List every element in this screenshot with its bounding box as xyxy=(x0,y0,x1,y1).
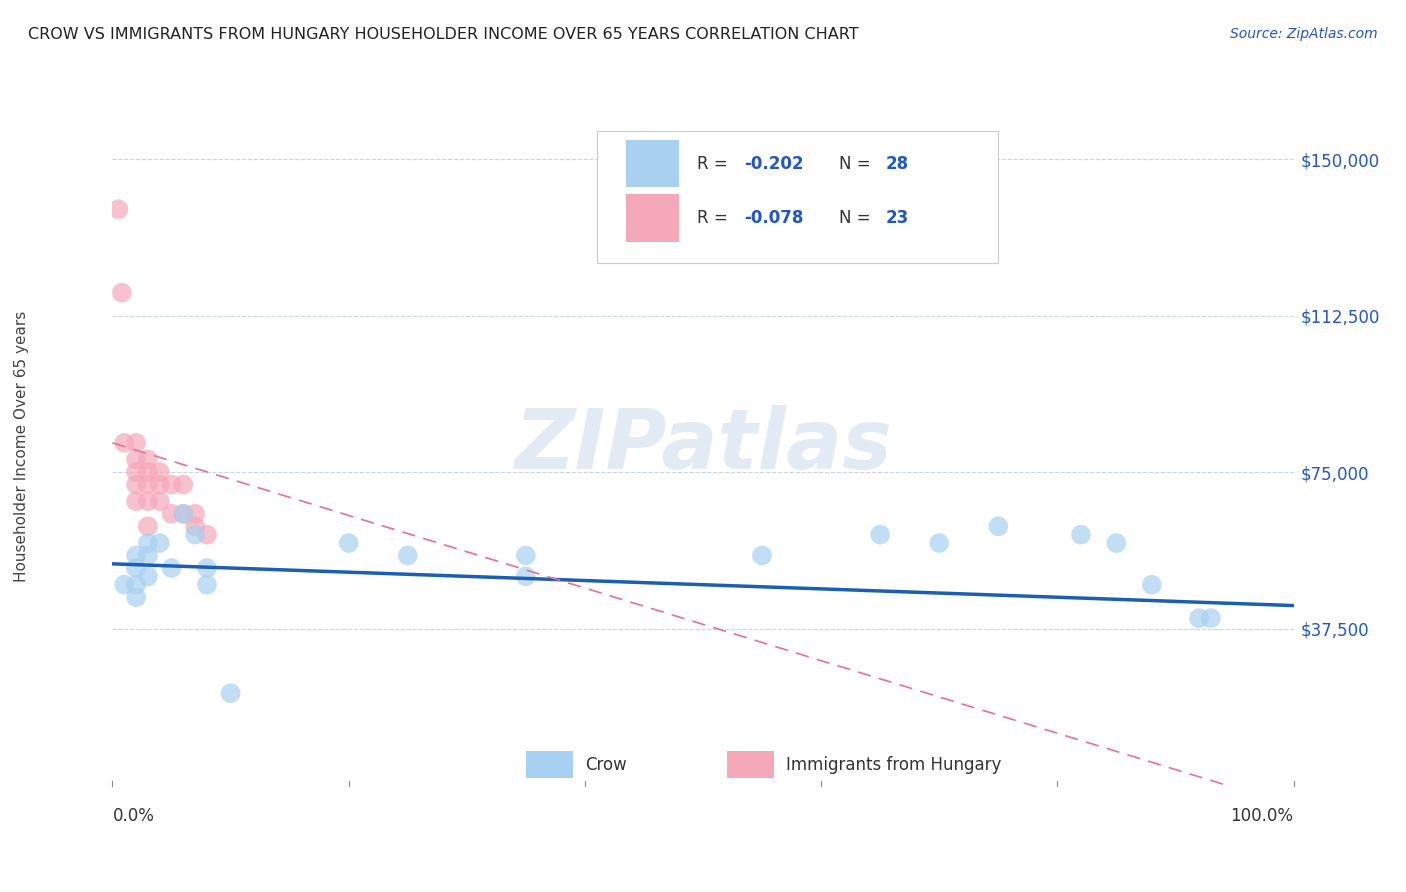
FancyBboxPatch shape xyxy=(596,131,998,263)
Text: 100.0%: 100.0% xyxy=(1230,807,1294,825)
Point xyxy=(112,578,135,592)
Text: Source: ZipAtlas.com: Source: ZipAtlas.com xyxy=(1230,27,1378,41)
Point xyxy=(136,494,159,508)
Point xyxy=(195,561,218,575)
Point xyxy=(1070,527,1092,541)
Point xyxy=(195,527,218,541)
Text: ZIPatlas: ZIPatlas xyxy=(515,406,891,486)
Text: 28: 28 xyxy=(886,154,910,173)
Bar xyxy=(626,140,679,187)
Point xyxy=(172,507,194,521)
Point xyxy=(1199,611,1222,625)
Text: 0.0%: 0.0% xyxy=(112,807,155,825)
Point xyxy=(869,527,891,541)
Text: Householder Income Over 65 years: Householder Income Over 65 years xyxy=(14,310,28,582)
Point xyxy=(111,285,134,300)
Point xyxy=(928,536,950,550)
Point xyxy=(195,578,218,592)
Point xyxy=(125,477,148,491)
Point xyxy=(1140,578,1163,592)
Point xyxy=(125,435,148,450)
Text: N =: N = xyxy=(839,154,876,173)
Point xyxy=(160,561,183,575)
Point xyxy=(125,494,148,508)
Text: N =: N = xyxy=(839,210,876,227)
Text: Crow: Crow xyxy=(585,756,627,773)
Point xyxy=(125,452,148,467)
Point xyxy=(136,549,159,563)
Text: 23: 23 xyxy=(886,210,910,227)
Point xyxy=(136,452,159,467)
Point xyxy=(125,465,148,479)
Point xyxy=(125,591,148,605)
Text: -0.202: -0.202 xyxy=(744,154,804,173)
Point xyxy=(136,536,159,550)
Text: Immigrants from Hungary: Immigrants from Hungary xyxy=(786,756,1001,773)
Point xyxy=(160,507,183,521)
Text: R =: R = xyxy=(697,210,733,227)
Point xyxy=(136,519,159,533)
Point xyxy=(184,527,207,541)
Point xyxy=(112,435,135,450)
Point xyxy=(149,465,172,479)
Point xyxy=(1105,536,1128,550)
Point xyxy=(515,569,537,583)
Point xyxy=(136,465,159,479)
Point xyxy=(515,549,537,563)
Point xyxy=(149,477,172,491)
Text: R =: R = xyxy=(697,154,733,173)
Point xyxy=(107,202,129,217)
Bar xyxy=(727,751,773,778)
Point xyxy=(125,549,148,563)
Point xyxy=(184,507,207,521)
Point xyxy=(125,578,148,592)
Point xyxy=(219,686,242,700)
Point xyxy=(184,519,207,533)
Point xyxy=(172,507,194,521)
Point xyxy=(136,569,159,583)
Bar xyxy=(626,194,679,242)
Bar xyxy=(526,751,574,778)
Point xyxy=(987,519,1010,533)
Point xyxy=(1188,611,1211,625)
Text: CROW VS IMMIGRANTS FROM HUNGARY HOUSEHOLDER INCOME OVER 65 YEARS CORRELATION CHA: CROW VS IMMIGRANTS FROM HUNGARY HOUSEHOL… xyxy=(28,27,859,42)
Point xyxy=(125,561,148,575)
Point xyxy=(751,549,773,563)
Point xyxy=(172,477,194,491)
Point xyxy=(160,477,183,491)
Point xyxy=(149,494,172,508)
Point xyxy=(136,477,159,491)
Point xyxy=(149,536,172,550)
Text: -0.078: -0.078 xyxy=(744,210,804,227)
Point xyxy=(337,536,360,550)
Point xyxy=(396,549,419,563)
